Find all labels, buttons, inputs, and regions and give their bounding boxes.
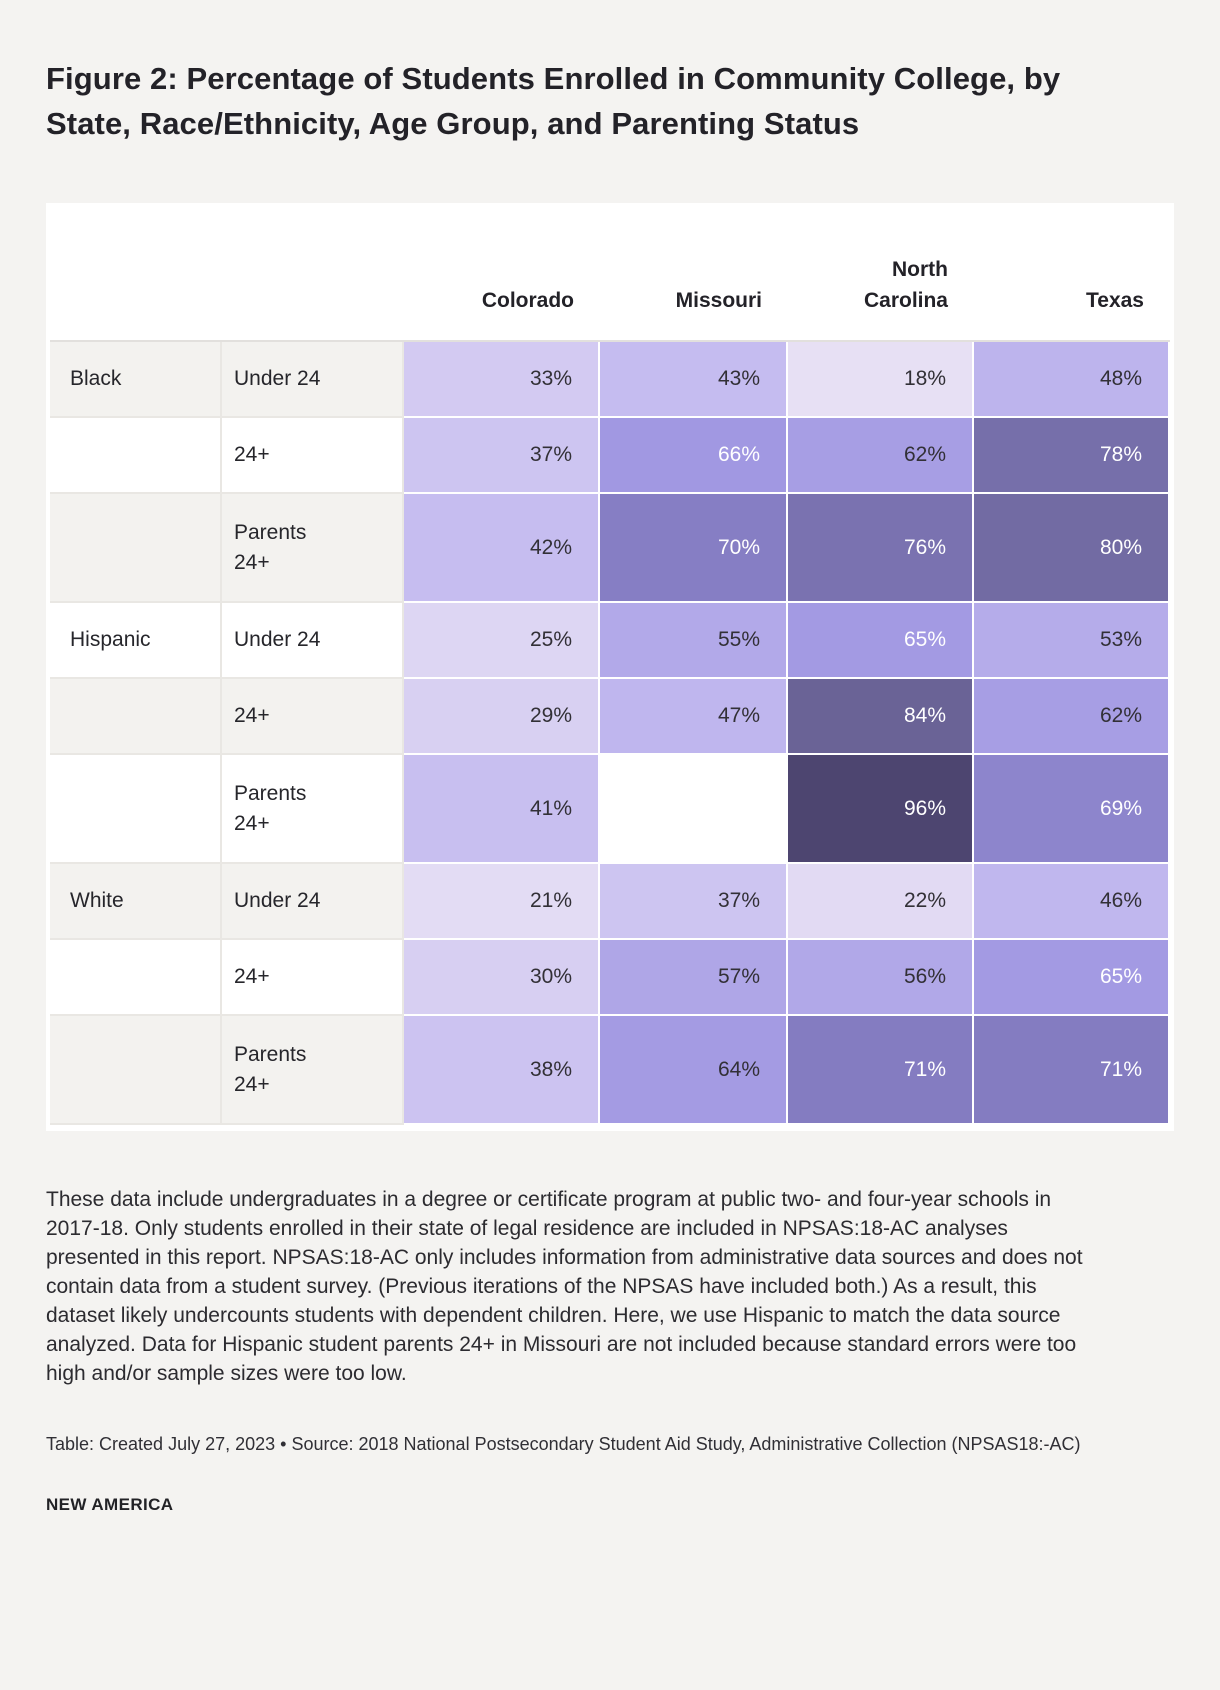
group-label-text: Parents 24+ — [234, 781, 307, 835]
value-cell-colorado: 25% — [404, 603, 600, 679]
corner-cell-group — [222, 203, 404, 342]
table-row: 24+ 30% 57% 56% 65% — [50, 940, 1170, 1016]
column-header-label: North Carolina — [863, 258, 948, 312]
value-cell-texas: 53% — [974, 603, 1170, 679]
column-header-label: Texas — [1086, 289, 1144, 312]
column-header-north-carolina: North Carolina — [788, 203, 974, 342]
value-cell-colorado: 42% — [404, 494, 600, 603]
value-cell-missouri: 55% — [600, 603, 788, 679]
value-cell-missouri: 47% — [600, 679, 788, 755]
value-cell-colorado: 38% — [404, 1016, 600, 1125]
group-label: Under 24 — [222, 864, 404, 940]
value-cell-north-carolina: 56% — [788, 940, 974, 1016]
table-row: Black Under 24 33% 43% 18% 48% — [50, 342, 1170, 418]
table-row: Parents 24+ 38% 64% 71% 71% — [50, 1016, 1170, 1125]
value-cell-north-carolina: 71% — [788, 1016, 974, 1125]
column-header-colorado: Colorado — [404, 203, 600, 342]
column-header-label: Colorado — [481, 289, 574, 312]
group-label-text: Under 24 — [234, 367, 321, 390]
value-cell-colorado: 21% — [404, 864, 600, 940]
race-label — [50, 418, 222, 494]
value-cell-texas: 69% — [974, 755, 1170, 864]
table-row: 24+ 37% 66% 62% 78% — [50, 418, 1170, 494]
value-cell-north-carolina: 96% — [788, 755, 974, 864]
race-label — [50, 679, 222, 755]
value-cell-north-carolina: 76% — [788, 494, 974, 603]
race-label: White — [50, 864, 222, 940]
figure-title: Figure 2: Percentage of Students Enrolle… — [46, 61, 1061, 141]
race-label-text: Hispanic — [70, 628, 151, 651]
value-cell-texas: 78% — [974, 418, 1170, 494]
value-cell-colorado: 29% — [404, 679, 600, 755]
corner-cell-race — [50, 203, 222, 342]
figure-note: These data include undergraduates in a d… — [46, 1188, 1083, 1385]
table-body: Black Under 24 33% 43% 18% 48% 24+ 37% 66% 62% 78%… — [50, 342, 1170, 1125]
value-cell-texas: 48% — [974, 342, 1170, 418]
value-cell-colorado: 30% — [404, 940, 600, 1016]
race-label — [50, 940, 222, 1016]
race-label — [50, 494, 222, 603]
column-header-label: Missouri — [675, 289, 762, 312]
value-cell-missouri: 37% — [600, 864, 788, 940]
value-cell-texas: 71% — [974, 1016, 1170, 1125]
group-label-text: 24+ — [234, 965, 270, 988]
group-label: 24+ — [222, 940, 404, 1016]
page-root: Figure 2: Percentage of Students Enrolle… — [46, 61, 1174, 1514]
figure-caption: Table: Created July 27, 2023 • Source: 2… — [46, 1434, 1081, 1454]
value-cell-colorado: 33% — [404, 342, 600, 418]
value-cell-north-carolina: 22% — [788, 864, 974, 940]
race-label: Black — [50, 342, 222, 418]
table-row: Hispanic Under 24 25% 55% 65% 53% — [50, 603, 1170, 679]
column-header-missouri: Missouri — [600, 203, 788, 342]
value-cell-missouri: 64% — [600, 1016, 788, 1125]
value-cell-missouri: 43% — [600, 342, 788, 418]
table-row: White Under 24 21% 37% 22% 46% — [50, 864, 1170, 940]
group-label: Under 24 — [222, 342, 404, 418]
data-table-card: Colorado Missouri North Carolina Texas Blac… — [46, 203, 1174, 1131]
race-label — [50, 1016, 222, 1125]
value-cell-colorado: 37% — [404, 418, 600, 494]
group-label-text: 24+ — [234, 704, 270, 727]
value-cell-missouri: 66% — [600, 418, 788, 494]
header-row: Colorado Missouri North Carolina Texas — [50, 203, 1170, 342]
value-cell-missouri — [600, 755, 788, 864]
value-cell-texas: 62% — [974, 679, 1170, 755]
race-label-text: White — [70, 889, 124, 912]
group-label-text: Parents 24+ — [234, 1042, 307, 1096]
value-cell-missouri: 70% — [600, 494, 788, 603]
value-cell-colorado: 41% — [404, 755, 600, 864]
group-label-text: 24+ — [234, 443, 270, 466]
value-cell-texas: 65% — [974, 940, 1170, 1016]
value-cell-texas: 46% — [974, 864, 1170, 940]
value-cell-north-carolina: 18% — [788, 342, 974, 418]
group-label-text: Parents 24+ — [234, 520, 307, 574]
table-row: Parents 24+ 41% 96% 69% — [50, 755, 1170, 864]
value-cell-north-carolina: 62% — [788, 418, 974, 494]
race-label-text: Black — [70, 367, 122, 390]
table-row: 24+ 29% 47% 84% 62% — [50, 679, 1170, 755]
value-cell-missouri: 57% — [600, 940, 788, 1016]
race-label: Hispanic — [50, 603, 222, 679]
value-cell-texas: 80% — [974, 494, 1170, 603]
group-label-text: Under 24 — [234, 628, 321, 651]
heatmap-table: Colorado Missouri North Carolina Texas Blac… — [50, 203, 1170, 1125]
brand-logo: NEW AMERICA — [46, 1495, 174, 1514]
value-cell-north-carolina: 65% — [788, 603, 974, 679]
group-label: Parents 24+ — [222, 755, 404, 864]
group-label: Under 24 — [222, 603, 404, 679]
group-label-text: Under 24 — [234, 889, 321, 912]
group-label: Parents 24+ — [222, 494, 404, 603]
value-cell-north-carolina: 84% — [788, 679, 974, 755]
table-row: Parents 24+ 42% 70% 76% 80% — [50, 494, 1170, 603]
group-label: 24+ — [222, 679, 404, 755]
group-label: Parents 24+ — [222, 1016, 404, 1125]
race-label — [50, 755, 222, 864]
column-header-texas: Texas — [974, 203, 1170, 342]
group-label: 24+ — [222, 418, 404, 494]
